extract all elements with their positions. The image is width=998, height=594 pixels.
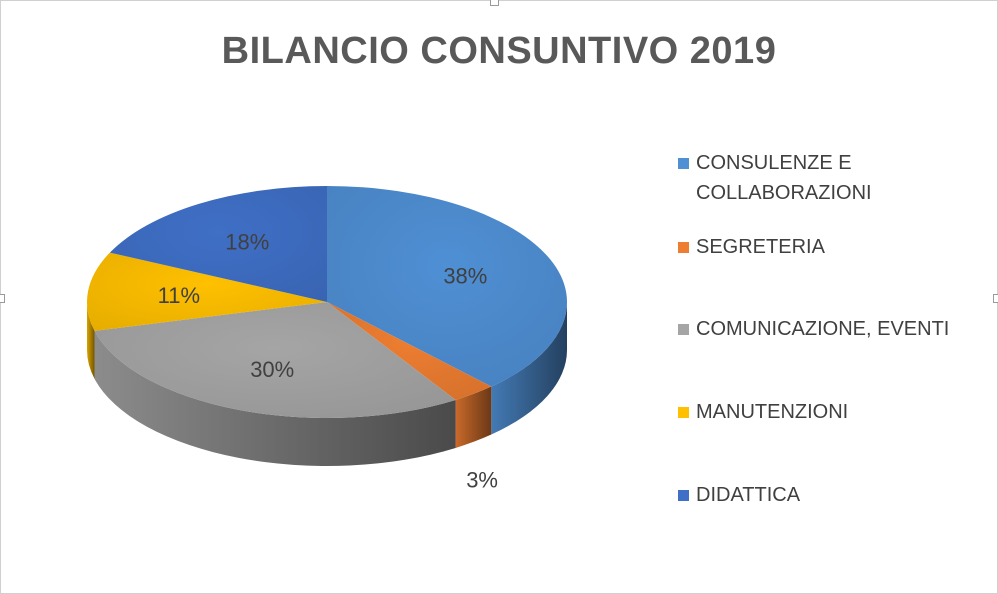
chart-title: BILANCIO CONSUNTIVO 2019 bbox=[221, 30, 777, 72]
legend-swatch-manutenzioni bbox=[678, 407, 689, 418]
pie-slice-segreteria bbox=[327, 302, 492, 400]
resize-handle-top[interactable] bbox=[490, 0, 499, 6]
pie-slice-consulenze-e-collaborazioni bbox=[327, 186, 568, 387]
legend-swatch-consulenze bbox=[678, 158, 689, 169]
legend-label-consulenze-line1: CONSULENZE E bbox=[696, 152, 852, 174]
data-label-comunicazione-eventi: 30% bbox=[250, 357, 294, 382]
legend-label-didattica: DIDATTICA bbox=[696, 484, 801, 506]
legend-label-segreteria: SEGRETERIA bbox=[696, 236, 825, 258]
legend-swatch-comunicazione bbox=[678, 324, 689, 335]
legend-swatch-segreteria bbox=[678, 242, 689, 253]
pie-side-comunicazione-eventi bbox=[94, 330, 456, 466]
legend-label-consulenze: CONSULENZE E COLLABORAZIONI bbox=[696, 148, 872, 208]
pie-top bbox=[87, 186, 568, 418]
pie-side-consulenze-e-collaborazioni bbox=[491, 302, 567, 435]
pie-data-labels: 38% 3% 30% 11% 18% bbox=[158, 229, 498, 492]
data-label-segreteria: 3% bbox=[466, 468, 498, 493]
pie-side-segreteria bbox=[455, 386, 492, 448]
legend-swatch-didattica bbox=[678, 490, 689, 501]
data-label-manutenzioni: 11% bbox=[158, 283, 200, 308]
resize-handle-right[interactable] bbox=[993, 294, 998, 303]
legend-label-comunicazione: COMUNICAZIONE, EVENTI bbox=[696, 318, 950, 340]
pie-slice-manutenzioni bbox=[87, 252, 327, 331]
pie-slice-comunicazione-eventi bbox=[94, 302, 456, 418]
legend-label-consulenze-line2: COLLABORAZIONI bbox=[696, 182, 872, 204]
data-label-consulenze-e-collaborazioni: 38% bbox=[443, 264, 487, 289]
resize-handle-left[interactable] bbox=[0, 294, 5, 303]
legend-label-manutenzioni: MANUTENZIONI bbox=[696, 401, 849, 423]
pie-side-walls bbox=[87, 302, 567, 466]
pie-slice-didattica bbox=[109, 186, 327, 302]
data-label-didattica: 18% bbox=[225, 229, 269, 254]
pie-side-manutenzioni bbox=[87, 302, 95, 379]
